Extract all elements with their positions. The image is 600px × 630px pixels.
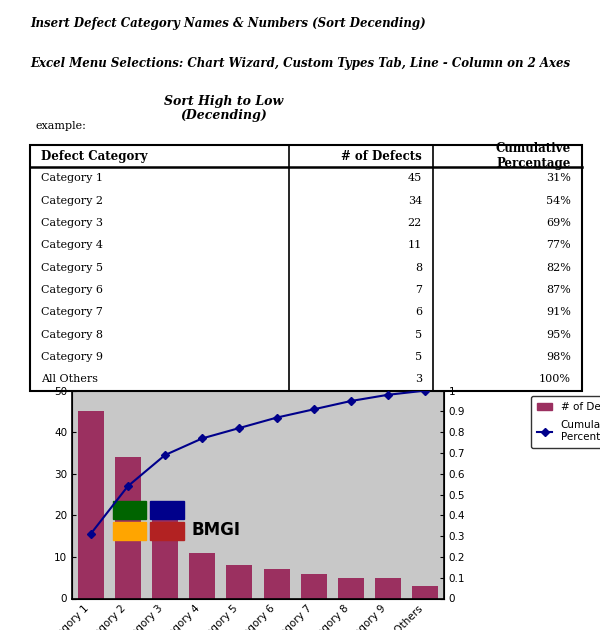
Text: Excel Menu Selections: Chart Wizard, Custom Types Tab, Line - Column on 2 Axes: Excel Menu Selections: Chart Wizard, Cus… <box>30 57 570 70</box>
Text: 22: 22 <box>407 218 422 228</box>
Text: Defect Category: Defect Category <box>41 149 148 163</box>
Text: 5: 5 <box>415 329 422 340</box>
Text: 34: 34 <box>407 196 422 206</box>
Bar <box>338 578 364 598</box>
Text: 11: 11 <box>407 241 422 250</box>
Text: All Others: All Others <box>41 374 98 384</box>
Text: 91%: 91% <box>546 307 571 318</box>
Text: 5: 5 <box>415 352 422 362</box>
Text: Category 4: Category 4 <box>41 241 103 250</box>
Bar <box>226 565 253 598</box>
Text: Insert Defect Category Names & Numbers (Sort Decending): Insert Defect Category Names & Numbers (… <box>30 17 425 30</box>
Text: example:: example: <box>35 121 86 130</box>
Text: Cumulative
Percentage: Cumulative Percentage <box>496 142 571 170</box>
Text: 8: 8 <box>415 263 422 273</box>
Text: 98%: 98% <box>546 352 571 362</box>
Text: 3: 3 <box>415 374 422 384</box>
Bar <box>113 501 146 520</box>
Text: BMGI: BMGI <box>191 521 240 539</box>
Bar <box>152 507 178 598</box>
Text: 6: 6 <box>415 307 422 318</box>
Text: Category 9: Category 9 <box>41 352 103 362</box>
Text: 45: 45 <box>407 173 422 183</box>
Text: 7: 7 <box>415 285 422 295</box>
Text: Category 7: Category 7 <box>41 307 103 318</box>
Bar <box>77 411 104 598</box>
Bar <box>263 570 290 598</box>
Text: Category 5: Category 5 <box>41 263 103 273</box>
Legend: # of Defects, Cumulative
Percentage: # of Defects, Cumulative Percentage <box>530 396 600 448</box>
Text: Category 6: Category 6 <box>41 285 103 295</box>
Text: 54%: 54% <box>546 196 571 206</box>
Bar <box>150 501 184 520</box>
Text: 82%: 82% <box>546 263 571 273</box>
Text: Category 1: Category 1 <box>41 173 103 183</box>
Bar <box>189 553 215 598</box>
Text: 87%: 87% <box>546 285 571 295</box>
Bar <box>412 586 439 598</box>
Text: Category 2: Category 2 <box>41 196 103 206</box>
Bar <box>301 573 327 598</box>
Bar <box>375 578 401 598</box>
Bar <box>150 522 184 541</box>
Text: 31%: 31% <box>546 173 571 183</box>
Text: # of Defects: # of Defects <box>341 149 422 163</box>
Text: 100%: 100% <box>539 374 571 384</box>
Bar <box>115 457 141 598</box>
Text: 69%: 69% <box>546 218 571 228</box>
Text: Category 3: Category 3 <box>41 218 103 228</box>
Text: 95%: 95% <box>546 329 571 340</box>
Text: Sort High to Low
(Decending): Sort High to Low (Decending) <box>164 94 283 122</box>
Text: 77%: 77% <box>547 241 571 250</box>
Text: Category 8: Category 8 <box>41 329 103 340</box>
Bar <box>113 522 146 541</box>
